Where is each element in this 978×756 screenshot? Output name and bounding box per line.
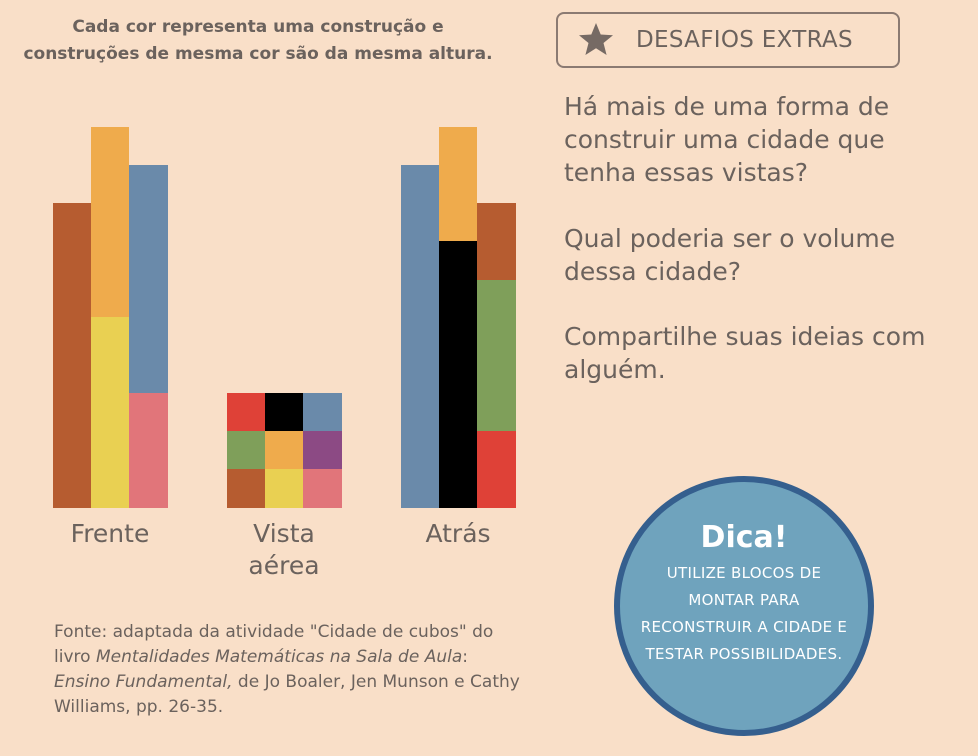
front-orange-building	[91, 127, 129, 317]
back-orange-building	[439, 127, 477, 241]
back-blue-building	[401, 165, 439, 508]
aerial-view-label: Vista aérea	[248, 519, 320, 580]
front-view-label: Frente	[70, 519, 150, 548]
tip-circle: Dica! UTILIZE BLOCOS DE MONTAR PARA RECO…	[614, 476, 874, 736]
source-citation: Fonte: adaptada da atividade "Cidade de …	[54, 620, 524, 720]
aerial-orange-cell	[265, 431, 303, 469]
source-suffix: de Jo Boaler, Jen Munson e Cathy William…	[54, 672, 520, 717]
aerial-black-cell	[265, 393, 303, 431]
back-black-building	[439, 241, 477, 508]
source-book-subtitle: Ensino Fundamental,	[54, 672, 233, 692]
tip-title: Dica!	[700, 520, 788, 555]
question-3: Compartilhe suas ideias com alguém.	[564, 322, 926, 384]
aerial-red-cell	[227, 393, 265, 431]
extra-challenges-label: DESAFIOS EXTRAS	[636, 27, 853, 53]
source-prefix: Fonte: adaptada da atividade "Cidade de …	[54, 622, 494, 667]
tip-body: UTILIZE BLOCOS DE MONTAR PARA RECONSTRUI…	[640, 564, 848, 663]
back-brown-building	[477, 203, 516, 280]
aerial-pink-cell	[303, 469, 342, 508]
front-yellow-building	[91, 317, 129, 508]
star-icon	[579, 23, 613, 55]
aerial-blue-cell	[303, 393, 342, 431]
source-separator: :	[462, 647, 468, 667]
back-green-building	[477, 280, 516, 431]
question-1: Há mais de uma forma de construir uma ci…	[564, 92, 890, 187]
aerial-brown-cell	[227, 469, 265, 508]
source-book-title: Mentalidades Matemáticas na Sala de Aula	[95, 647, 463, 667]
front-pink-building	[129, 393, 168, 508]
color-legend-note: Cada cor representa uma construção e con…	[23, 17, 493, 64]
question-2: Qual poderia ser o volume dessa cidade?	[564, 224, 896, 286]
front-blue-building	[129, 165, 168, 393]
extra-challenges-badge: DESAFIOS EXTRAS	[556, 12, 900, 68]
aerial-green-cell	[227, 431, 265, 469]
front-brown-building	[53, 203, 91, 508]
back-red-building	[477, 431, 516, 508]
back-view-label: Atrás	[425, 519, 491, 548]
aerial-yellow-cell	[265, 469, 303, 508]
aerial-purple-cell	[303, 431, 342, 469]
